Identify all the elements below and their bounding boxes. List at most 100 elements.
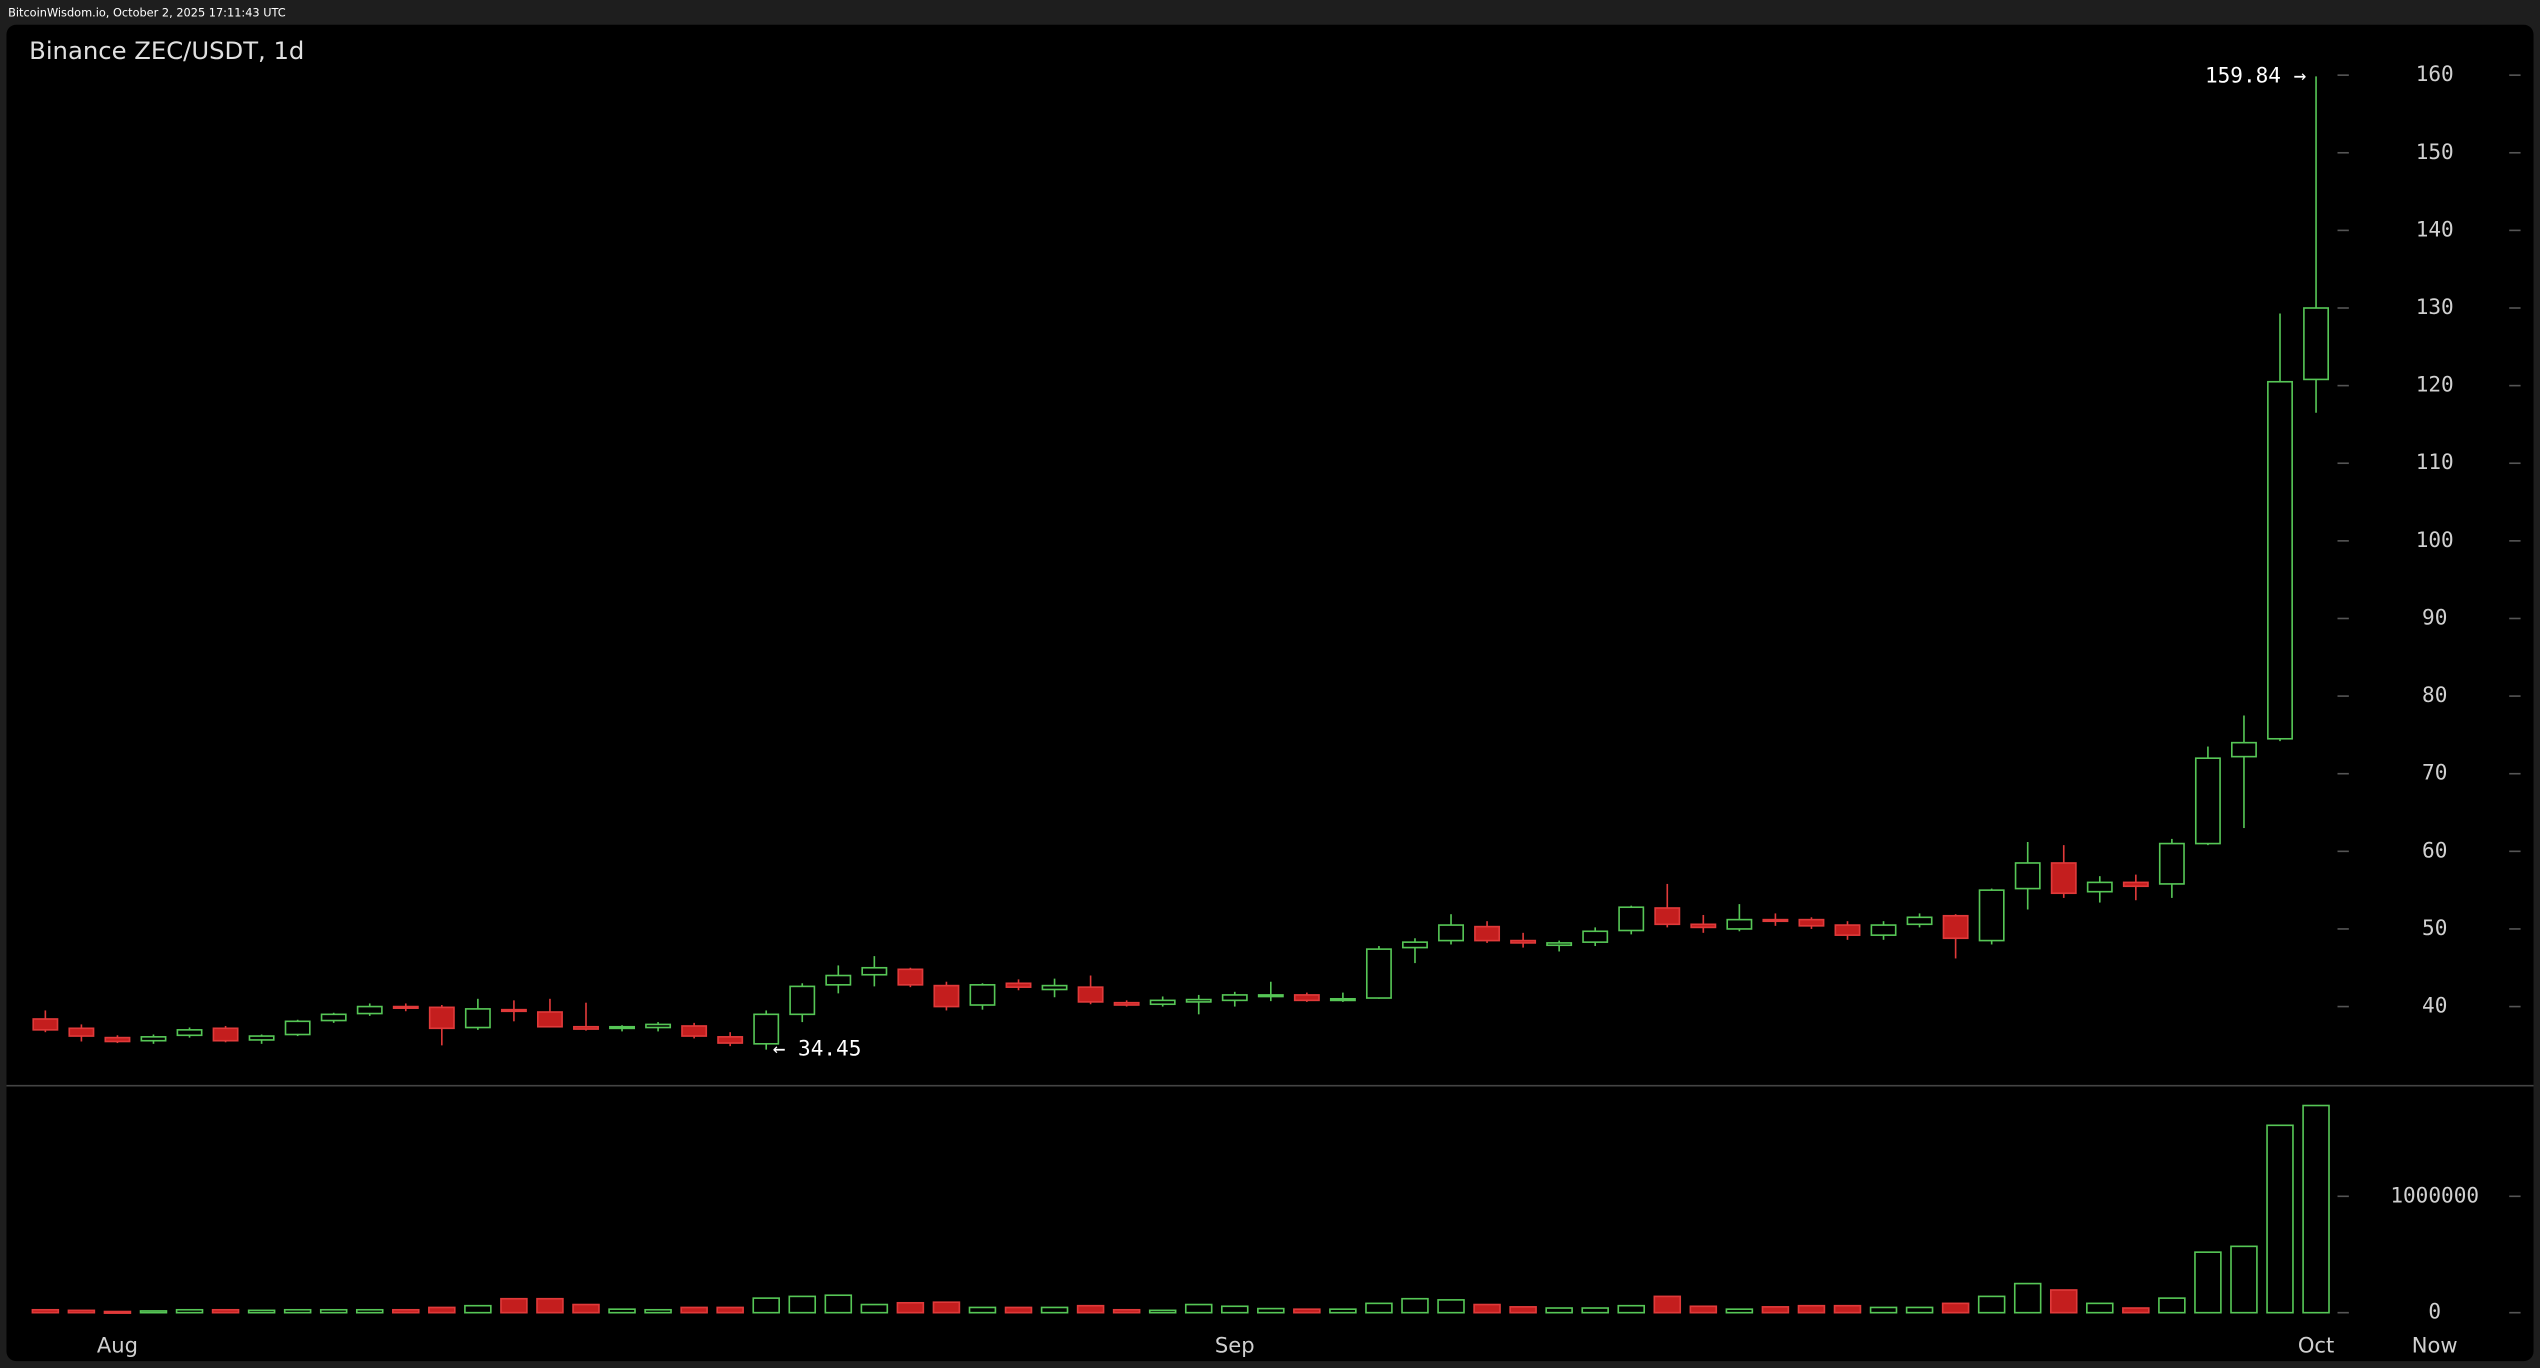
volume-bar <box>2049 1289 2078 1314</box>
candle-body <box>969 984 996 1006</box>
y-tick-label: 50 <box>2422 915 2447 940</box>
candle-body <box>392 1005 419 1009</box>
volume-bar <box>1941 1302 1970 1314</box>
volume-bar <box>2194 1251 2222 1314</box>
candle-body <box>1510 939 1537 944</box>
candle-body <box>1582 930 1609 943</box>
volume-bar <box>355 1308 384 1314</box>
volume-bar <box>1112 1308 1141 1314</box>
x-tick-label: Aug <box>97 1333 138 1358</box>
candle-body <box>1113 1001 1140 1006</box>
candle-body <box>500 1008 527 1013</box>
candle-body <box>1762 918 1789 923</box>
candle-body <box>2303 307 2330 381</box>
volume-bar <box>283 1308 312 1314</box>
volume-bar <box>1040 1306 1069 1314</box>
x-tick-label: Oct <box>2298 1333 2334 1358</box>
y-tick-label: 110 <box>2416 449 2454 474</box>
candle-body <box>2194 757 2221 845</box>
volume-bar <box>1473 1303 1501 1314</box>
volume-bar <box>1184 1303 1213 1314</box>
volume-bar <box>1509 1306 1537 1314</box>
volume-bar <box>1365 1302 1393 1314</box>
volume-bar <box>1257 1307 1285 1314</box>
candle-body <box>1329 997 1356 1002</box>
candle-body <box>2122 881 2149 888</box>
candle-body <box>464 1008 491 1029</box>
candle-body <box>1978 889 2005 942</box>
volume-bar <box>1653 1295 1682 1314</box>
volume-bar <box>2086 1302 2114 1314</box>
volume-bar <box>932 1301 961 1314</box>
volume-bar <box>103 1310 132 1314</box>
volume-bar <box>139 1310 168 1314</box>
volume-bar <box>1761 1306 1790 1314</box>
candle-body <box>1438 924 1464 942</box>
candle-body <box>1402 941 1428 949</box>
volume-bar <box>1220 1305 1249 1314</box>
volume-bar <box>319 1308 348 1314</box>
candle-body <box>1618 906 1645 932</box>
y-tick-label: 70 <box>2422 760 2447 785</box>
volume-bar <box>1725 1308 1754 1314</box>
volume-bar <box>1797 1304 1826 1314</box>
candle-body <box>2231 741 2257 758</box>
candle-body <box>753 1013 780 1045</box>
candle-body <box>1906 916 1933 926</box>
volume-bar <box>1617 1304 1646 1314</box>
candle-body <box>609 1025 635 1030</box>
volume-bar <box>1329 1308 1357 1314</box>
y-tick-label: 100 <box>2416 527 2454 552</box>
candle-body <box>1221 994 1248 1002</box>
volume-bar <box>572 1303 600 1314</box>
volume-bar <box>1293 1308 1321 1314</box>
candle-body <box>1942 914 1969 940</box>
candle-body <box>1293 994 1320 1002</box>
candle-body <box>32 1018 59 1031</box>
volume-bar <box>644 1308 672 1314</box>
chart-panel <box>6 24 2534 1362</box>
candle-body <box>2158 842 2185 885</box>
candle-body <box>428 1006 455 1030</box>
volume-bar <box>1148 1309 1177 1314</box>
volume-bar <box>1437 1299 1465 1314</box>
volume-bar <box>1545 1307 1573 1314</box>
volume-bar <box>1401 1297 1429 1314</box>
volume-bar <box>31 1308 60 1314</box>
y-tick-label: 40 <box>2422 993 2447 1018</box>
volume-bar <box>2266 1124 2294 1314</box>
candle-body <box>1690 923 1717 929</box>
volume-bar <box>247 1309 276 1314</box>
candle-body <box>1546 942 1573 947</box>
y-tick-label: 90 <box>2422 604 2447 629</box>
candle-body <box>789 985 816 1016</box>
candle-body <box>1185 998 1212 1003</box>
candle-body <box>1257 994 1284 998</box>
y-tick-label: 120 <box>2416 372 2454 397</box>
candle-body <box>2050 862 2077 895</box>
candle-body <box>356 1005 383 1015</box>
volume-bar <box>536 1297 564 1314</box>
candle-body <box>573 1025 599 1030</box>
volume-bar <box>2302 1104 2330 1314</box>
candle-body <box>897 968 924 986</box>
candle-body <box>1365 948 1392 999</box>
candle-body <box>1726 918 1753 930</box>
candle-body <box>536 1011 563 1028</box>
candle-body <box>1077 986 1104 1003</box>
y-tick-label: 60 <box>2422 837 2447 862</box>
candle-body <box>1654 907 1681 926</box>
candle-body <box>1005 982 1032 988</box>
candle-body <box>933 984 960 1008</box>
candle-body <box>861 966 888 976</box>
volume-bar <box>2013 1282 2042 1314</box>
volume-bar <box>392 1308 420 1314</box>
min-annotation: ← 34.45 <box>773 1036 862 1061</box>
volume-bar <box>896 1301 925 1314</box>
candle-body <box>212 1027 239 1042</box>
volume-bar <box>860 1303 889 1314</box>
volume-bar <box>968 1306 997 1314</box>
volume-bar <box>428 1306 456 1314</box>
